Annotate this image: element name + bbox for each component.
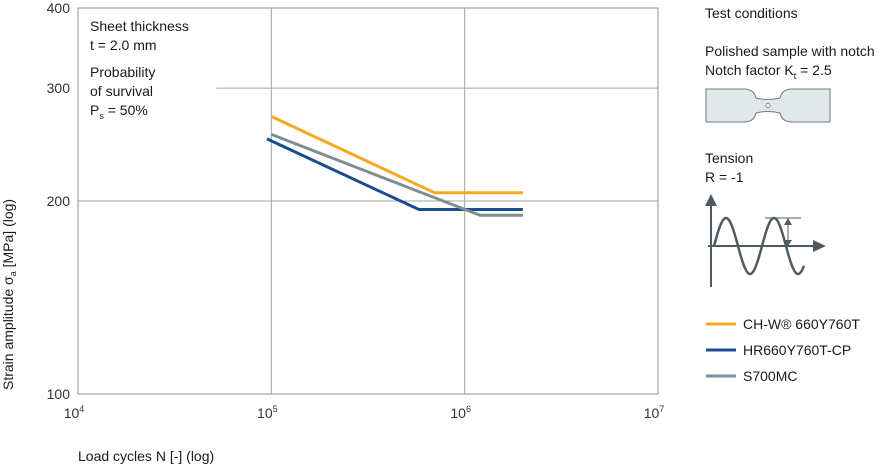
- x-tick-base: 10: [257, 405, 273, 421]
- sine-wave-curve: [712, 216, 806, 276]
- y-axis-label-tail: [MPa] (log): [0, 199, 16, 271]
- x-tick-label: 106: [450, 404, 471, 421]
- plot-annotation: Sheet thickness t = 2.0 mm Probability o…: [90, 18, 189, 121]
- x-tick-labels: 104 105 106 107: [64, 404, 665, 421]
- x-tick-label: 107: [644, 404, 665, 421]
- x-axis-label: Load cycles N [-] (log): [78, 448, 214, 464]
- x-tick-base: 10: [64, 405, 80, 421]
- probability-line-2: of survival: [90, 83, 153, 99]
- amplitude-arrow-down-icon: [784, 240, 792, 246]
- test-conditions-title: Test conditions: [705, 5, 798, 21]
- x-tick-exponent: 7: [659, 404, 664, 414]
- x-tick-exponent: 6: [466, 404, 471, 414]
- series-line-1: [270, 115, 523, 195]
- x-tick-exponent: 5: [273, 404, 278, 414]
- tension-title: Tension: [705, 150, 753, 166]
- series-line-2: [266, 137, 523, 211]
- sheet-thickness-title: Sheet thickness: [90, 18, 189, 34]
- test-conditions-panel: Test conditions Polished sample with not…: [705, 5, 875, 384]
- y-axis-label-sub: a: [8, 271, 18, 276]
- wave-vertical-arrow-icon: [705, 194, 717, 206]
- legend-label-2: HR660Y760T-CP: [743, 342, 851, 358]
- legend: CH-W® 660Y760T HR660Y760T-CP S700MC: [706, 316, 860, 384]
- probability-value: Ps = 50%: [90, 102, 148, 121]
- series-lines: [266, 115, 523, 217]
- x-tick-base: 10: [450, 405, 466, 421]
- probability-main: P: [90, 102, 99, 118]
- y-axis-label-main: Strain amplitude σ: [0, 276, 16, 390]
- x-tick-exponent: 4: [79, 404, 84, 414]
- series-line-3: [270, 133, 523, 217]
- notch-factor: Notch factor Kt = 2.5: [705, 62, 832, 81]
- probability-line-1: Probability: [90, 64, 155, 80]
- y-tick-label: 100: [47, 386, 71, 402]
- y-axis-label: Strain amplitude σa [MPa] (log): [0, 199, 18, 390]
- x-tick-base: 10: [644, 405, 660, 421]
- sheet-thickness-value: t = 2.0 mm: [90, 37, 157, 53]
- y-tick-labels: 100 200 300 400: [47, 0, 71, 402]
- y-tick-label: 200: [47, 193, 71, 209]
- stress-ratio: R = -1: [705, 169, 744, 185]
- notch-tail: = 2.5: [796, 62, 832, 78]
- notch-main: Notch factor K: [705, 62, 794, 78]
- sine-wave-icon: [705, 194, 826, 287]
- notch-hole-icon: [765, 102, 771, 109]
- x-tick-label: 104: [64, 404, 85, 421]
- legend-label-1: CH-W® 660Y760T: [743, 316, 860, 332]
- probability-subscript: s: [99, 111, 104, 121]
- sample-description: Polished sample with notch: [705, 43, 875, 59]
- legend-label-3: S700MC: [743, 368, 797, 384]
- wave-horizontal-arrow-icon: [813, 240, 826, 252]
- notch-sub: t: [794, 71, 797, 81]
- x-tick-label: 105: [257, 404, 278, 421]
- y-tick-label: 300: [47, 80, 71, 96]
- y-tick-label: 400: [47, 0, 71, 16]
- amplitude-arrow-up-icon: [784, 218, 792, 225]
- probability-tail: = 50%: [104, 102, 148, 118]
- grid-lines: [78, 8, 658, 394]
